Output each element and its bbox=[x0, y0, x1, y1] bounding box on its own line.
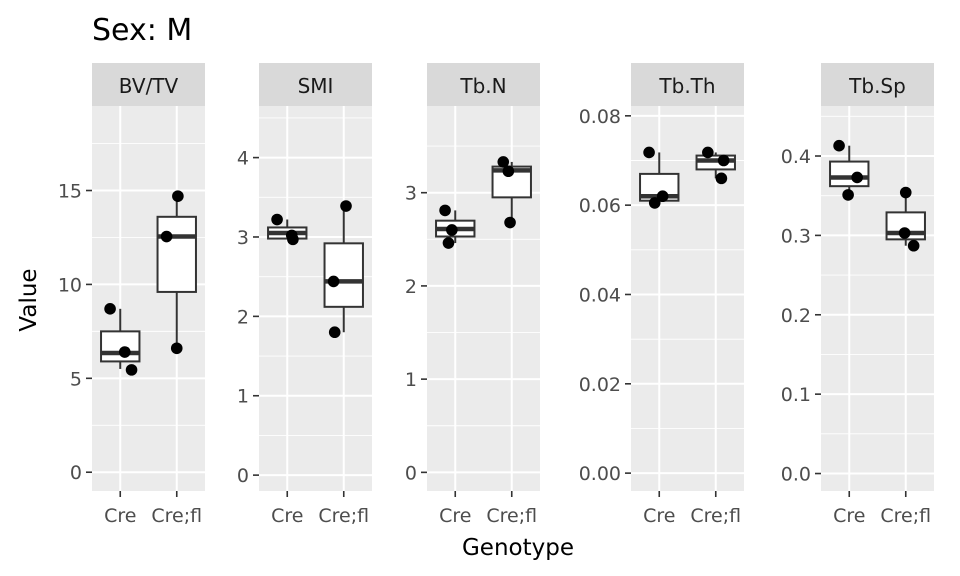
y-tick-label: 0 bbox=[405, 462, 417, 484]
box-body bbox=[156, 215, 197, 293]
data-point bbox=[851, 171, 863, 184]
data-point bbox=[287, 233, 299, 246]
y-tick-label: 0.3 bbox=[781, 225, 811, 247]
x-tick-label: Cre bbox=[271, 505, 303, 527]
y-tick-label: 0.02 bbox=[579, 374, 621, 396]
y-tick-label: 15 bbox=[58, 181, 82, 203]
x-tick-label: Cre;fl bbox=[151, 505, 202, 527]
y-axis-title: Value bbox=[16, 268, 42, 331]
y-tick-label: 4 bbox=[237, 148, 249, 170]
x-axis-title: Genotype bbox=[462, 535, 574, 561]
data-point bbox=[842, 189, 854, 201]
data-point bbox=[643, 146, 655, 159]
y-tick-label: 0.04 bbox=[579, 284, 621, 306]
y-tick-label: 2 bbox=[237, 306, 249, 328]
data-point bbox=[504, 216, 516, 229]
y-tick-label: 3 bbox=[237, 227, 249, 249]
data-point bbox=[497, 156, 510, 168]
data-point bbox=[104, 303, 116, 315]
data-point bbox=[118, 346, 131, 358]
data-point bbox=[340, 200, 352, 212]
facet-strip bbox=[92, 63, 205, 106]
facet-strip-label: Tb.Th bbox=[658, 74, 715, 98]
facet-strip bbox=[259, 63, 372, 106]
y-tick-label: 0 bbox=[237, 465, 249, 487]
data-point bbox=[172, 190, 184, 202]
facet-strip-label: SMI bbox=[298, 74, 334, 98]
panel-background bbox=[427, 106, 540, 491]
data-point bbox=[442, 237, 455, 249]
y-tick-label: 1 bbox=[405, 369, 417, 391]
facet-panel-bv-tv: BV/TV 0 5 10 15 Cre Cre;fl bbox=[58, 63, 205, 527]
data-point bbox=[125, 364, 138, 376]
facet-strip bbox=[631, 63, 744, 106]
data-point bbox=[702, 146, 714, 159]
y-tick-label: 0.06 bbox=[579, 195, 621, 217]
y-tick-label: 0.08 bbox=[579, 106, 621, 128]
y-tick-label: 5 bbox=[70, 368, 82, 390]
data-point bbox=[327, 275, 340, 288]
data-point bbox=[271, 213, 283, 226]
x-tick-label: Cre bbox=[104, 505, 136, 527]
data-point bbox=[899, 186, 912, 199]
y-tick-label: 0.00 bbox=[579, 463, 621, 485]
x-tick-label: Cre;fl bbox=[690, 505, 741, 527]
y-tick-label: 0 bbox=[70, 462, 82, 484]
data-point bbox=[907, 239, 920, 252]
data-point bbox=[656, 190, 669, 203]
box-cre-fl bbox=[323, 206, 364, 333]
facet-panel-tb-n: Tb.N 0 1 2 3 Cre Cre;fl bbox=[405, 63, 540, 527]
data-point bbox=[898, 227, 911, 239]
data-point bbox=[328, 326, 341, 339]
facet-strip-label: BV/TV bbox=[119, 74, 179, 98]
x-tick-label: Cre;fl bbox=[880, 505, 931, 527]
data-point bbox=[502, 165, 515, 178]
box-cre bbox=[100, 308, 141, 369]
chart-title: Sex: M bbox=[92, 13, 192, 48]
y-tick-label: 2 bbox=[405, 276, 417, 298]
box-body bbox=[323, 242, 364, 308]
facet-strip bbox=[821, 63, 934, 106]
facet-strip bbox=[427, 63, 540, 106]
facet-panel-tb-sp: Tb.Sp 0.0 0.1 0.2 0.3 0.4 Cre Cre;fl bbox=[781, 63, 934, 527]
box-body bbox=[100, 330, 141, 363]
box-body bbox=[829, 160, 870, 188]
data-point bbox=[160, 230, 173, 243]
y-tick-label: 3 bbox=[405, 183, 417, 205]
box-cre-fl bbox=[156, 196, 197, 349]
facet-panel-smi: SMI 0 1 2 3 4 Cre Cre;fl bbox=[237, 63, 372, 527]
data-point bbox=[715, 172, 728, 185]
panel-background bbox=[92, 106, 205, 491]
facet-strip-label: Tb.Sp bbox=[848, 74, 906, 98]
x-tick-label: Cre;fl bbox=[486, 505, 537, 527]
x-tick-label: Cre bbox=[643, 505, 675, 527]
data-point bbox=[717, 154, 730, 167]
data-point bbox=[833, 139, 845, 152]
facet-panel-tb-th: Tb.Th 0.00 0.02 0.04 0.06 0.08 Cre Cre;fl bbox=[579, 63, 744, 527]
y-tick-label: 0.1 bbox=[781, 384, 811, 406]
y-tick-label: 0.0 bbox=[781, 464, 811, 486]
y-tick-label: 0.4 bbox=[781, 146, 811, 168]
data-point bbox=[170, 342, 183, 355]
data-point bbox=[439, 204, 451, 217]
x-tick-label: Cre bbox=[439, 505, 471, 527]
y-tick-label: 0.2 bbox=[781, 305, 811, 327]
x-tick-label: Cre bbox=[833, 505, 865, 527]
data-point bbox=[446, 224, 458, 236]
y-tick-label: 1 bbox=[237, 386, 249, 408]
y-tick-label: 10 bbox=[58, 274, 82, 296]
x-tick-label: Cre;fl bbox=[318, 505, 369, 527]
data-point bbox=[648, 197, 661, 209]
facet-strip-label: Tb.N bbox=[459, 74, 506, 98]
